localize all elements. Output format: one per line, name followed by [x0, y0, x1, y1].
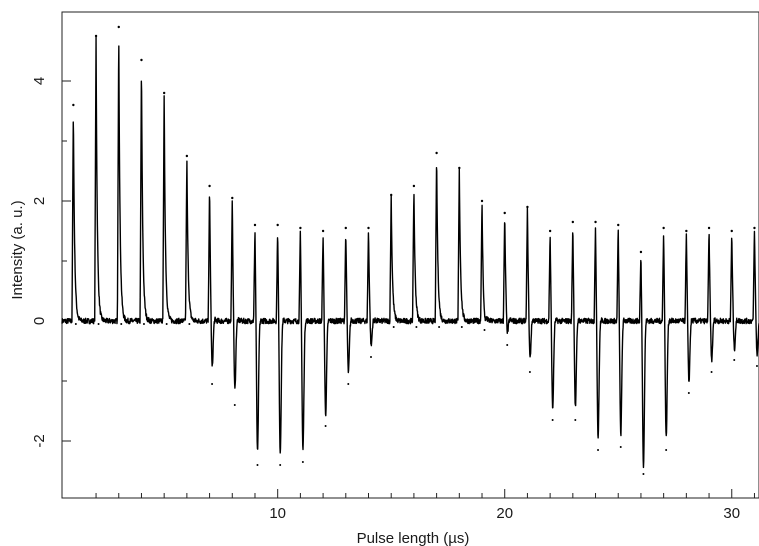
peak-min-point	[211, 383, 214, 385]
peak-min-point	[755, 365, 758, 367]
peak-max-point	[321, 229, 325, 233]
y-tick-label: 4	[31, 77, 48, 85]
plot-frame	[61, 11, 759, 499]
peak-min-point	[74, 323, 77, 325]
peak-max-point	[162, 91, 166, 95]
peak-max-point	[344, 226, 347, 230]
y-tick-label: 2	[31, 197, 48, 205]
peak-min-point	[256, 464, 259, 466]
peak-max-point	[753, 226, 756, 230]
x-tick-label: 30	[723, 505, 740, 522]
peak-min-point	[483, 329, 486, 331]
peak-min-point	[165, 323, 168, 325]
peak-max-point	[458, 166, 461, 170]
peak-max-point	[412, 184, 416, 188]
peak-min-point	[665, 449, 668, 451]
peak-min-point	[301, 461, 304, 463]
peak-max-point	[253, 223, 257, 227]
peak-max-point	[707, 226, 711, 230]
peak-max-point	[526, 205, 529, 209]
peak-min-point	[506, 344, 509, 346]
peak-min-point	[687, 392, 690, 394]
peak-max-point	[662, 226, 665, 230]
x-axis-title: Pulse length (µs)	[357, 530, 470, 546]
peak-max-point	[480, 199, 484, 203]
x-tick-label: 20	[496, 505, 513, 522]
peak-max-point	[117, 25, 120, 29]
axes	[61, 11, 759, 499]
peak-min-point	[597, 449, 600, 451]
plot-area	[61, 25, 759, 475]
peak-max-point	[548, 229, 552, 233]
peak-min-point	[392, 326, 395, 328]
peak-max-point	[276, 223, 279, 227]
peak-max-point	[503, 211, 506, 215]
peak-max-point	[231, 196, 234, 200]
peak-min-point	[233, 404, 236, 406]
peak-min-point	[528, 371, 531, 373]
peak-max-point	[94, 34, 98, 38]
peak-min-point	[188, 323, 191, 325]
peak-max-point	[685, 229, 688, 233]
peak-min-point	[438, 326, 441, 328]
peak-min-point	[279, 464, 282, 466]
peak-min-point	[97, 323, 100, 325]
peak-max-point	[730, 229, 733, 233]
peak-max-point	[617, 223, 620, 227]
peak-max-point	[140, 58, 143, 62]
peak-min-point	[642, 473, 645, 475]
peak-min-point	[415, 326, 418, 328]
x-tick-label: 10	[269, 505, 286, 522]
signal-trace	[61, 36, 759, 469]
peak-min-point	[733, 359, 736, 361]
peak-max-point	[299, 226, 302, 230]
peak-min-point	[551, 419, 554, 421]
peak-max-point	[639, 250, 643, 254]
peak-min-point	[710, 371, 713, 373]
peak-min-point	[324, 425, 327, 427]
y-tick-label: 0	[31, 317, 48, 325]
peak-max-point	[571, 220, 575, 224]
peak-max-point	[72, 103, 75, 107]
y-tick-label: -2	[31, 434, 48, 447]
peak-max-point	[185, 154, 189, 158]
peak-min-point	[619, 446, 622, 448]
peak-min-point	[142, 323, 145, 325]
peak-max-point	[390, 193, 393, 197]
peak-max-point	[435, 151, 438, 155]
peak-min-point	[347, 383, 350, 385]
peak-min-point	[369, 356, 372, 358]
peak-min-point	[460, 326, 463, 328]
peak-min-point	[120, 323, 123, 325]
peak-max-point	[208, 184, 211, 188]
peak-max-point	[594, 220, 597, 224]
peak-min-point	[574, 419, 577, 421]
y-axis-title: Intensity (a. u.)	[9, 200, 26, 299]
peak-max-point	[367, 226, 370, 230]
